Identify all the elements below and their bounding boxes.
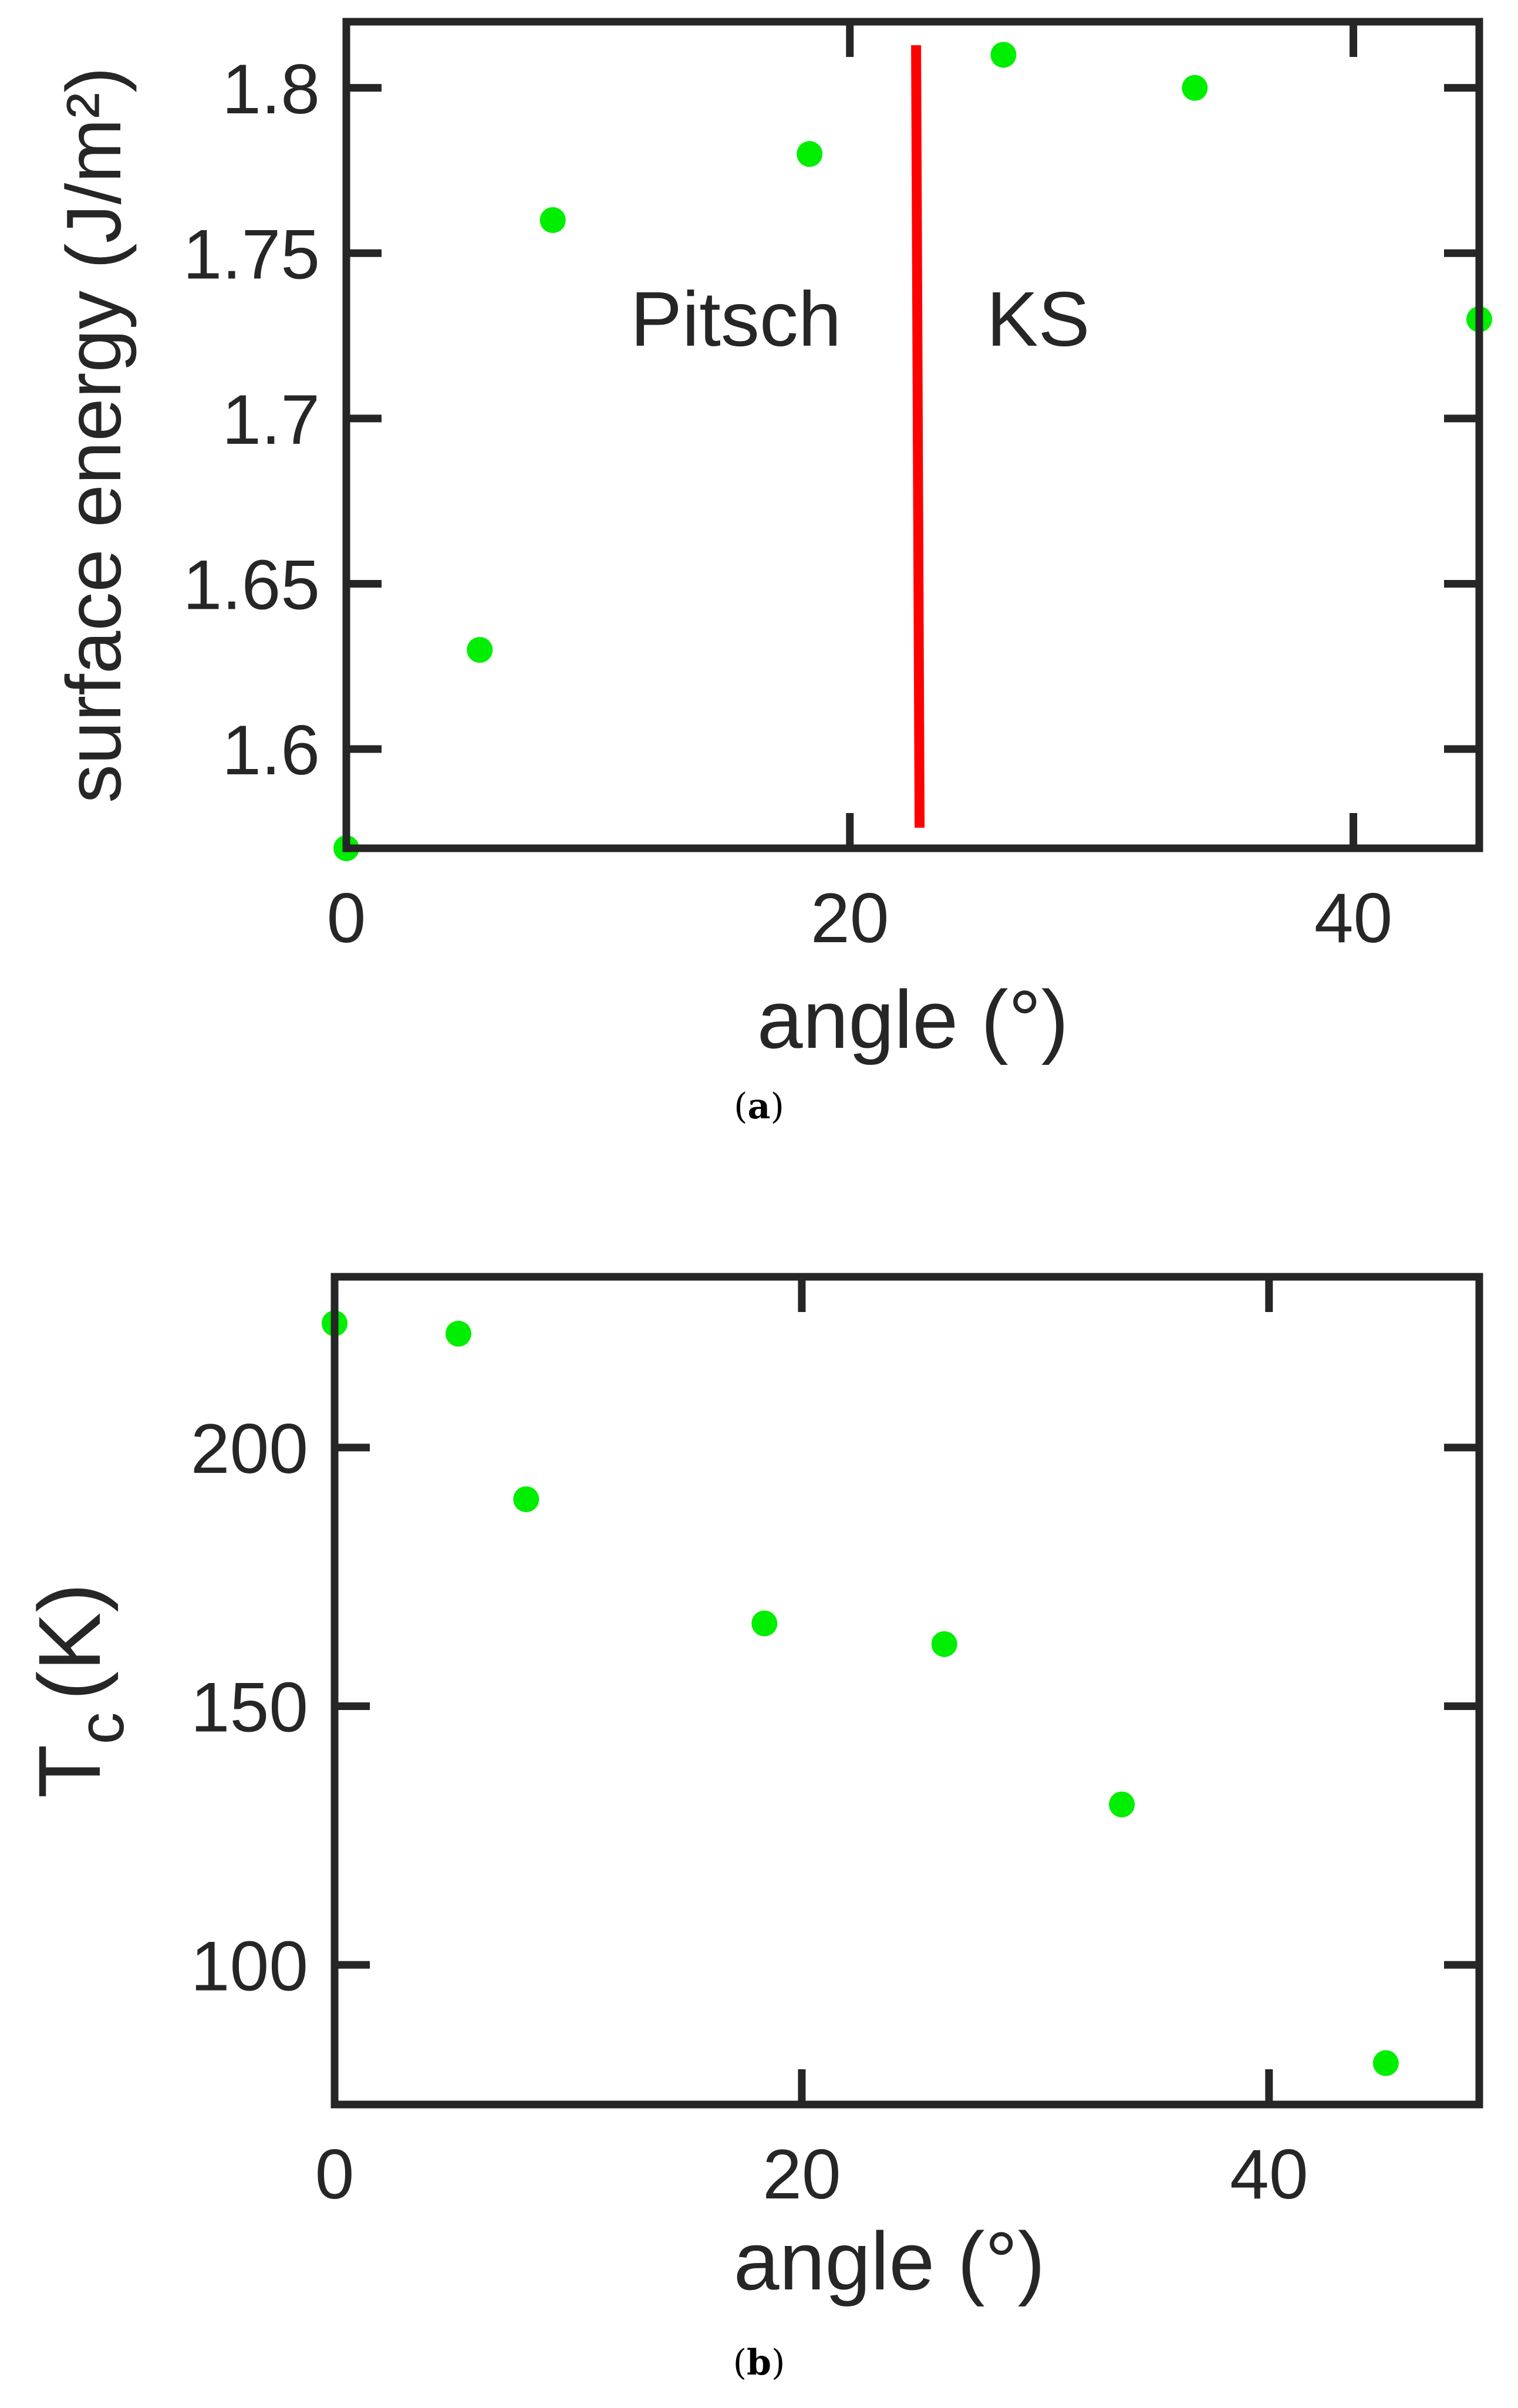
a-y-tick-label-2: 1.7 [222,380,320,459]
chart-b-ticks [330,1277,1479,2105]
pitsch-label: Pitsch [630,276,841,362]
svg-text:Tc(K): Tc (K) [20,1583,137,1799]
a-y-tick-label-3: 1.75 [183,215,320,294]
chart-b-tick-labels: 0 20 40 100 150 200 [191,1409,1308,2214]
a-data-point-4 [990,42,1017,68]
a-y-tick-label-4: 1.8 [222,50,320,129]
a-y-tick-label-0: 1.6 [222,711,320,790]
caption-b: (b) [0,2342,1518,2383]
b-data-point-6 [1372,2050,1399,2076]
b-data-point-2 [513,1486,539,1512]
chart-b-y-axis-label: Tc (K) [20,1583,137,1799]
b-x-tick-label-0: 0 [315,2135,355,2214]
chart-b-y-label-unit: (K) [20,1583,119,1701]
chart-b-y-label-sub: c [65,1712,137,1745]
a-data-point-2 [539,207,566,233]
a-y-tick-label-1: 1.65 [183,546,320,625]
b-y-tick-label-2: 200 [191,1409,308,1488]
chart-b-marks [322,1310,1399,2076]
chart-tc: 0 20 40 100 150 200 angle (°) Tc (K) [20,1273,1483,2307]
b-data-point-3 [751,1610,778,1637]
chart-b-x-axis-label: angle (°) [734,2215,1045,2307]
b-y-tick-label-1: 150 [191,1668,308,1747]
chart-a-y-axis-label: surface energy (J/m²) [50,67,137,803]
b-data-point-1 [445,1320,471,1347]
caption-b-close: ) [771,2342,785,2383]
caption-b-open: ( [733,2342,747,2383]
a-data-point-3 [797,141,823,167]
chart-b-axes-frame [330,1273,1483,2109]
a-x-tick-label-0: 0 [327,879,366,957]
caption-a: (a) [0,1086,1518,1127]
a-data-point-1 [467,637,493,663]
a-x-tick-label-2: 40 [1314,879,1392,957]
chart-a-x-axis-label: angle (°) [757,973,1069,1065]
chart-b-y-label-main: T [20,1745,119,1799]
b-data-point-4 [931,1631,957,1657]
b-x-tick-label-1: 20 [763,2135,841,2214]
ks-label: KS [987,276,1090,362]
chart-a-ticks [342,22,1479,848]
chart-a-axes-frame [342,18,1483,852]
caption-a-letter: a [747,1086,771,1127]
b-data-point-5 [1109,1791,1135,1817]
b-y-tick-label-0: 100 [191,1927,308,2005]
b-x-tick-label-2: 40 [1230,2135,1308,2214]
caption-b-letter: b [747,2342,771,2383]
chart-surface-energy: 0 20 40 1.6 1.65 1.7 1.75 1.8 angle (°) surface… [50,18,1492,1065]
chart-a-tick-labels: 0 20 40 1.6 1.65 1.7 1.75 1.8 [183,50,1392,957]
pitsch-ks-boundary-line [911,45,925,828]
a-data-point-5 [1182,75,1208,101]
caption-a-close: ) [770,1086,784,1127]
caption-a-open: ( [734,1086,748,1127]
a-x-tick-label-1: 20 [811,879,889,957]
